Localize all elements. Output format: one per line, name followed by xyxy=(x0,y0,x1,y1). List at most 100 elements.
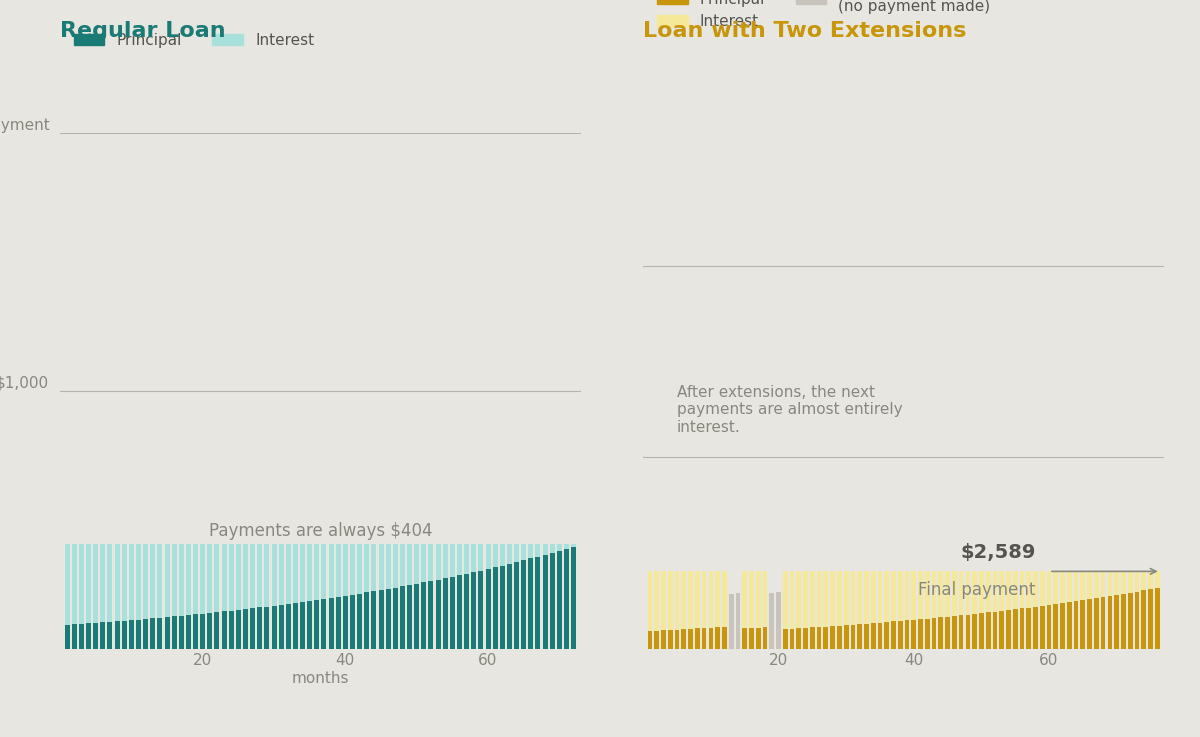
Bar xyxy=(830,571,835,626)
Bar xyxy=(350,595,355,649)
Bar xyxy=(257,545,263,607)
Bar xyxy=(414,584,419,649)
Bar xyxy=(1087,599,1092,649)
Bar xyxy=(722,626,727,649)
Bar xyxy=(838,626,841,649)
Bar xyxy=(749,628,754,649)
Legend: Principal, Interest: Principal, Interest xyxy=(67,27,320,54)
Bar xyxy=(229,611,234,649)
Bar xyxy=(371,545,377,591)
Bar xyxy=(392,545,397,587)
Text: Payments are always $404: Payments are always $404 xyxy=(209,523,432,540)
Bar xyxy=(782,571,787,629)
Bar xyxy=(728,594,733,649)
Bar xyxy=(864,571,869,624)
Bar xyxy=(1020,571,1025,609)
Bar xyxy=(143,619,148,649)
Bar xyxy=(392,587,397,649)
Bar xyxy=(464,573,469,649)
Bar xyxy=(925,618,930,649)
Bar xyxy=(1054,604,1058,649)
Bar xyxy=(457,545,462,575)
Text: Regular Loan: Regular Loan xyxy=(60,21,226,41)
Bar xyxy=(271,606,276,649)
Bar xyxy=(918,619,923,649)
Bar xyxy=(179,545,184,615)
Bar xyxy=(776,592,781,649)
Bar xyxy=(436,579,440,649)
Bar xyxy=(838,571,841,626)
Bar xyxy=(1026,571,1031,607)
Bar xyxy=(918,571,923,619)
Bar xyxy=(1128,571,1133,593)
X-axis label: months: months xyxy=(292,671,349,686)
Bar xyxy=(844,571,848,625)
Bar xyxy=(695,571,700,629)
Bar xyxy=(136,545,140,620)
Bar xyxy=(350,545,355,595)
Bar xyxy=(101,622,106,649)
Bar xyxy=(1148,571,1153,590)
Bar xyxy=(661,571,666,630)
Bar xyxy=(479,545,484,570)
Bar xyxy=(702,571,707,628)
Bar xyxy=(668,571,673,630)
Bar xyxy=(215,545,220,612)
Bar xyxy=(1074,601,1079,649)
Bar xyxy=(322,599,326,649)
Bar xyxy=(877,623,882,649)
Bar xyxy=(108,622,113,649)
Bar xyxy=(215,612,220,649)
Bar xyxy=(300,545,305,602)
Bar xyxy=(1080,601,1085,649)
Bar xyxy=(172,545,176,616)
Bar xyxy=(844,625,848,649)
Bar xyxy=(208,545,212,613)
Bar xyxy=(946,617,950,649)
Bar xyxy=(810,627,815,649)
Bar xyxy=(797,571,802,628)
Bar xyxy=(898,621,902,649)
Bar xyxy=(186,615,191,649)
Bar xyxy=(648,631,653,649)
Bar xyxy=(959,615,964,649)
Bar xyxy=(966,571,971,615)
Bar xyxy=(864,624,869,649)
Bar xyxy=(1026,607,1031,649)
Bar xyxy=(871,571,876,623)
Bar xyxy=(222,612,227,649)
Bar xyxy=(952,616,956,649)
Bar xyxy=(307,545,312,601)
Bar xyxy=(193,545,198,615)
Bar xyxy=(1154,571,1159,588)
Bar xyxy=(571,545,576,547)
Bar xyxy=(743,571,748,629)
Bar xyxy=(972,571,977,614)
Bar xyxy=(1108,596,1112,649)
Legend: Principal, Interest, Months with extensions
(no payment made): Principal, Interest, Months with extensi… xyxy=(650,0,1025,35)
Bar xyxy=(378,545,384,590)
Bar xyxy=(851,625,856,649)
Bar xyxy=(101,545,106,622)
Bar xyxy=(715,571,720,627)
Bar xyxy=(810,571,815,627)
Bar xyxy=(674,629,679,649)
Bar xyxy=(1128,593,1133,649)
Bar xyxy=(514,545,520,562)
Bar xyxy=(708,627,713,649)
Bar xyxy=(65,625,70,649)
Bar xyxy=(756,571,761,628)
Bar xyxy=(443,545,448,578)
Bar xyxy=(329,545,334,598)
Bar xyxy=(236,609,241,649)
Bar xyxy=(528,545,533,559)
Bar xyxy=(1006,571,1010,610)
Bar xyxy=(385,589,391,649)
Bar xyxy=(542,545,547,555)
Bar xyxy=(385,545,391,589)
Bar xyxy=(959,571,964,615)
Bar xyxy=(931,618,936,649)
Bar xyxy=(358,593,362,649)
Text: Loan with Two Extensions: Loan with Two Extensions xyxy=(643,21,967,41)
Bar xyxy=(654,631,659,649)
